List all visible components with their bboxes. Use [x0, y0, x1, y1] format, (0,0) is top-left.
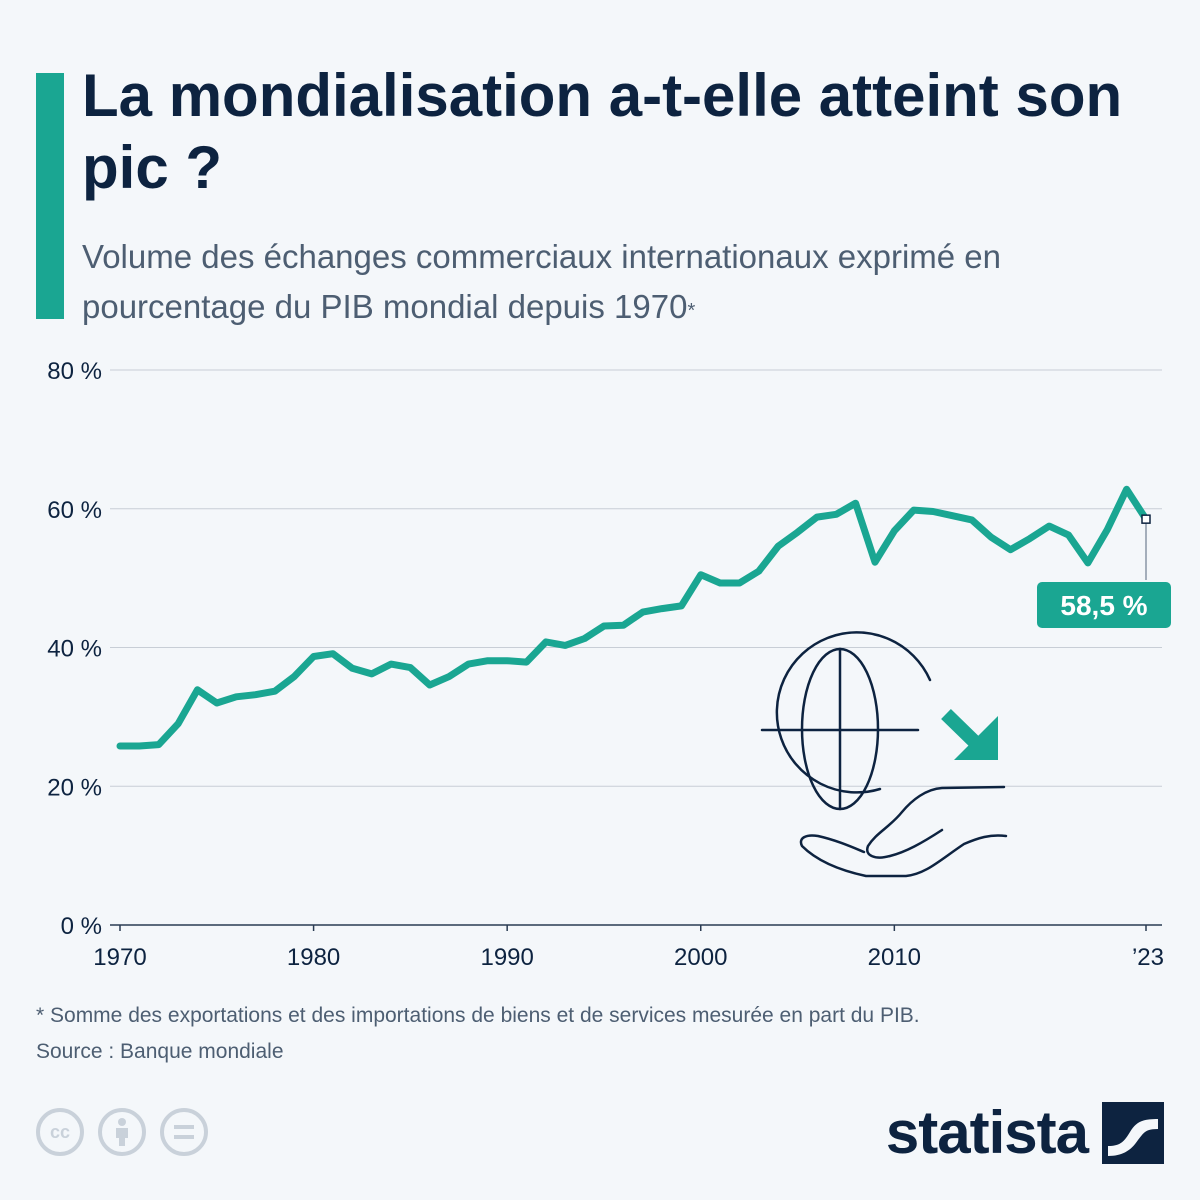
y-axis-ticks: 0 % 20 % 40 % 60 % 80 % [47, 358, 102, 940]
x-tick-label: 2010 [868, 944, 921, 971]
brand-logo[interactable]: statista [886, 1098, 1164, 1167]
down-arrow-icon [941, 708, 998, 760]
hand-icon [799, 785, 1008, 878]
grid-lines [110, 369, 1162, 926]
license-icons: cc [36, 1108, 208, 1156]
annotation-label: 58,5 % [1060, 590, 1147, 621]
annotation-badge [1037, 582, 1171, 628]
y-tick-label: 20 % [47, 774, 102, 801]
last-value-annotation: 58,5 % [1037, 514, 1171, 628]
x-axis-ticks: 1970 1980 1990 2000 2010 ’23 [93, 925, 1164, 971]
series-line [116, 485, 1150, 750]
y-tick-label: 60 % [47, 497, 102, 524]
page-subtitle: Volume des échanges commerciaux internat… [82, 232, 1162, 332]
y-tick-label: 40 % [47, 636, 102, 663]
y-tick-label: 0 % [61, 913, 102, 940]
series-line-layer [116, 485, 1150, 750]
x-tick-label: 1980 [287, 944, 340, 971]
page-title: La mondialisation a-t-elle atteint son p… [82, 62, 1123, 201]
x-tick-label: 1970 [93, 944, 146, 971]
nd-icon[interactable] [160, 1108, 208, 1156]
title-accent-bar [36, 73, 64, 319]
x-tick-label: 1990 [480, 944, 533, 971]
x-tick-label: ’23 [1132, 944, 1164, 971]
by-icon[interactable] [98, 1108, 146, 1156]
cc-icon[interactable]: cc [36, 1108, 84, 1156]
line-chart: 0 % 20 % 40 % 60 % 80 % 1970 1980 1990 2000 2010… [47, 358, 1171, 971]
globe-hand-illustration [760, 631, 1008, 878]
footnote: * Somme des exportations et des importat… [36, 998, 1156, 1070]
y-tick-label: 80 % [47, 358, 102, 385]
annotation-marker [1141, 514, 1151, 524]
statista-logo-icon [1102, 1101, 1164, 1164]
footnote-note: * Somme des exportations et des importat… [36, 1004, 920, 1027]
source-text: Source : Banque mondiale [36, 1040, 284, 1063]
globe-icon [775, 631, 932, 794]
x-tick-label: 2000 [674, 944, 727, 971]
subtitle-text: Volume des échanges commerciaux internat… [82, 238, 1002, 325]
brand-name: statista [885, 1099, 1089, 1166]
subtitle-footnote-mark: * [687, 300, 696, 322]
